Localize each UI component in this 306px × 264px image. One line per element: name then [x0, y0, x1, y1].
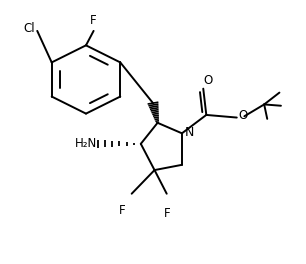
- Text: O: O: [203, 74, 212, 87]
- Text: H₂N: H₂N: [74, 137, 97, 150]
- Text: F: F: [90, 14, 97, 27]
- Text: F: F: [163, 207, 170, 220]
- Text: N: N: [185, 125, 194, 139]
- Text: Cl: Cl: [24, 22, 35, 35]
- Text: O: O: [238, 109, 248, 122]
- Text: F: F: [119, 204, 126, 217]
